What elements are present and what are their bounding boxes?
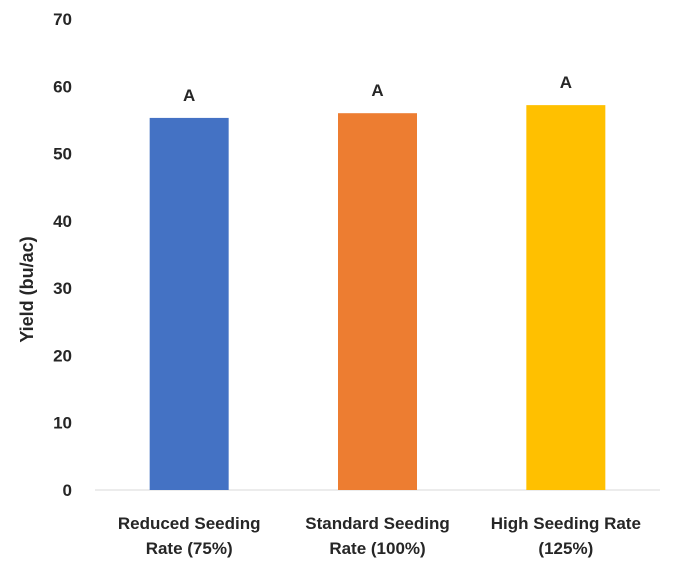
bar bbox=[338, 113, 417, 490]
x-category-label: High Seeding Rate bbox=[491, 514, 641, 533]
bar bbox=[149, 117, 229, 490]
category-labels: Reduced Seeding Rate (75%) Standard Seedin… bbox=[118, 514, 641, 558]
y-tick-label: 20 bbox=[53, 346, 72, 365]
bar-data-label: A bbox=[560, 73, 572, 92]
bar-data-label: A bbox=[183, 86, 195, 105]
x-category-label: Rate (100%) bbox=[329, 539, 425, 558]
bar bbox=[526, 105, 606, 490]
y-tick-label: 30 bbox=[53, 279, 72, 298]
y-tick-label: 60 bbox=[53, 77, 72, 96]
y-tick-label: 10 bbox=[53, 414, 72, 433]
y-tick-label: 70 bbox=[53, 10, 72, 29]
y-axis-title: Yield (bu/ac) bbox=[17, 236, 37, 342]
bars bbox=[149, 105, 606, 490]
y-axis-ticks: 0 10 20 30 40 50 60 70 bbox=[53, 10, 72, 500]
bar-data-label: A bbox=[371, 81, 383, 100]
x-category-label: Reduced Seeding bbox=[118, 514, 261, 533]
y-tick-label: 0 bbox=[63, 481, 72, 500]
y-tick-label: 40 bbox=[53, 212, 72, 231]
x-category-label: Standard Seeding bbox=[305, 514, 450, 533]
x-category-label: (125%) bbox=[538, 539, 593, 558]
x-category-label: Rate (75%) bbox=[146, 539, 233, 558]
y-tick-label: 50 bbox=[53, 145, 72, 164]
